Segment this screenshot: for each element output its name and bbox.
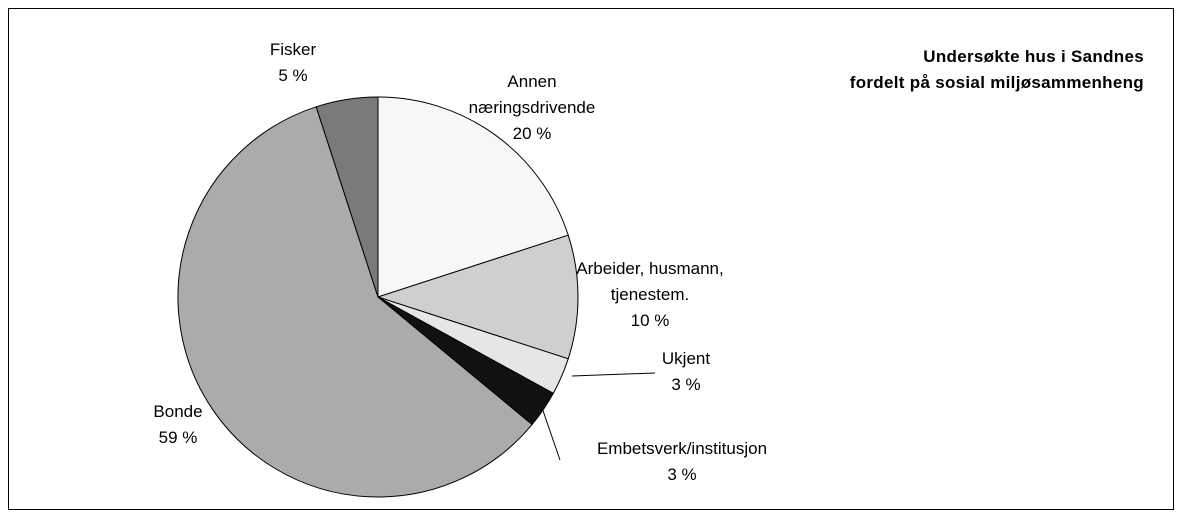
slice-value-label: 10 % [630, 311, 670, 330]
leader-line [571, 372, 656, 377]
pie-slice [177, 106, 533, 498]
slice-label: Ukjent 3 % [662, 346, 710, 398]
pie-slice [315, 96, 379, 298]
slice-category: Fisker [269, 40, 317, 59]
slice-label: Embetsverk/institusjon 3 % [597, 436, 767, 488]
slice-value-label: 3 % [671, 375, 701, 394]
slice-value-label: 5 % [278, 66, 308, 85]
slice-category: Arbeider, husmann, tjenestem. [576, 259, 724, 304]
slice-value-label: 59 % [158, 428, 198, 447]
slice-category: Bonde [153, 402, 203, 421]
slice-label: Arbeider, husmann, tjenestem. 10 % [576, 256, 723, 334]
slice-value-label: 20 % [512, 124, 552, 143]
slice-label: Fisker 5 % [270, 37, 316, 89]
slice-label: Annen næringsdrivende 20 % [469, 69, 596, 147]
slice-category: Embetsverk/institusjon [596, 439, 768, 458]
slice-category: Annen næringsdrivende [468, 72, 596, 117]
slice-value-label: 3 % [667, 465, 697, 484]
slice-category: Ukjent [661, 349, 711, 368]
pie-slice [377, 96, 569, 298]
pie-slice [376, 234, 579, 360]
leader-line [539, 401, 561, 461]
slice-label: Bonde 59 % [153, 399, 202, 451]
chart-title: Undersøkte hus i Sandnes fordelt på sosi… [849, 47, 1144, 92]
chart-frame [8, 8, 1174, 510]
